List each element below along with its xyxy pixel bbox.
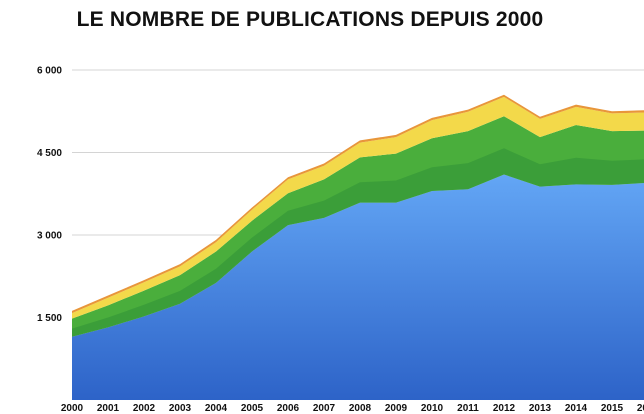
x-tick-label: 2000 (61, 403, 84, 414)
y-tick-label: 1 500 (37, 313, 62, 324)
x-tick-label: 2003 (169, 403, 192, 414)
x-tick-label: 2008 (349, 403, 372, 414)
x-tick-label: 2001 (97, 403, 120, 414)
y-axis-ticks: 1 500 3 000 4 500 6 000 (37, 66, 62, 325)
x-tick-label: 2012 (493, 403, 516, 414)
x-tick-label: 2016 (637, 403, 644, 414)
x-tick-label: 2014 (565, 403, 588, 414)
area-series-1 (72, 174, 644, 400)
chart-title: LE NOMBRE DE PUBLICATIONS DEPUIS 2000 (76, 8, 544, 31)
area-series-2-shading (72, 148, 644, 337)
x-axis-ticks: 2000 2001 2002 2003 2004 2005 2006 2007 2008 2009… (61, 403, 644, 414)
y-tick-label: 3 000 (37, 231, 62, 242)
area-series (72, 94, 644, 400)
x-tick-label: 2007 (313, 403, 336, 414)
x-tick-label: 2009 (385, 403, 408, 414)
x-tick-label: 2013 (529, 403, 552, 414)
x-tick-label: 2015 (601, 403, 624, 414)
x-tick-label: 2010 (421, 403, 444, 414)
x-tick-label: 2005 (241, 403, 264, 414)
x-tick-label: 2006 (277, 403, 300, 414)
y-tick-label: 6 000 (37, 66, 62, 77)
x-tick-label: 2002 (133, 403, 156, 414)
area-series-3 (72, 96, 644, 319)
x-tick-label: 2011 (457, 403, 479, 414)
y-tick-label: 4 500 (37, 148, 62, 159)
x-tick-label: 2004 (205, 403, 228, 414)
